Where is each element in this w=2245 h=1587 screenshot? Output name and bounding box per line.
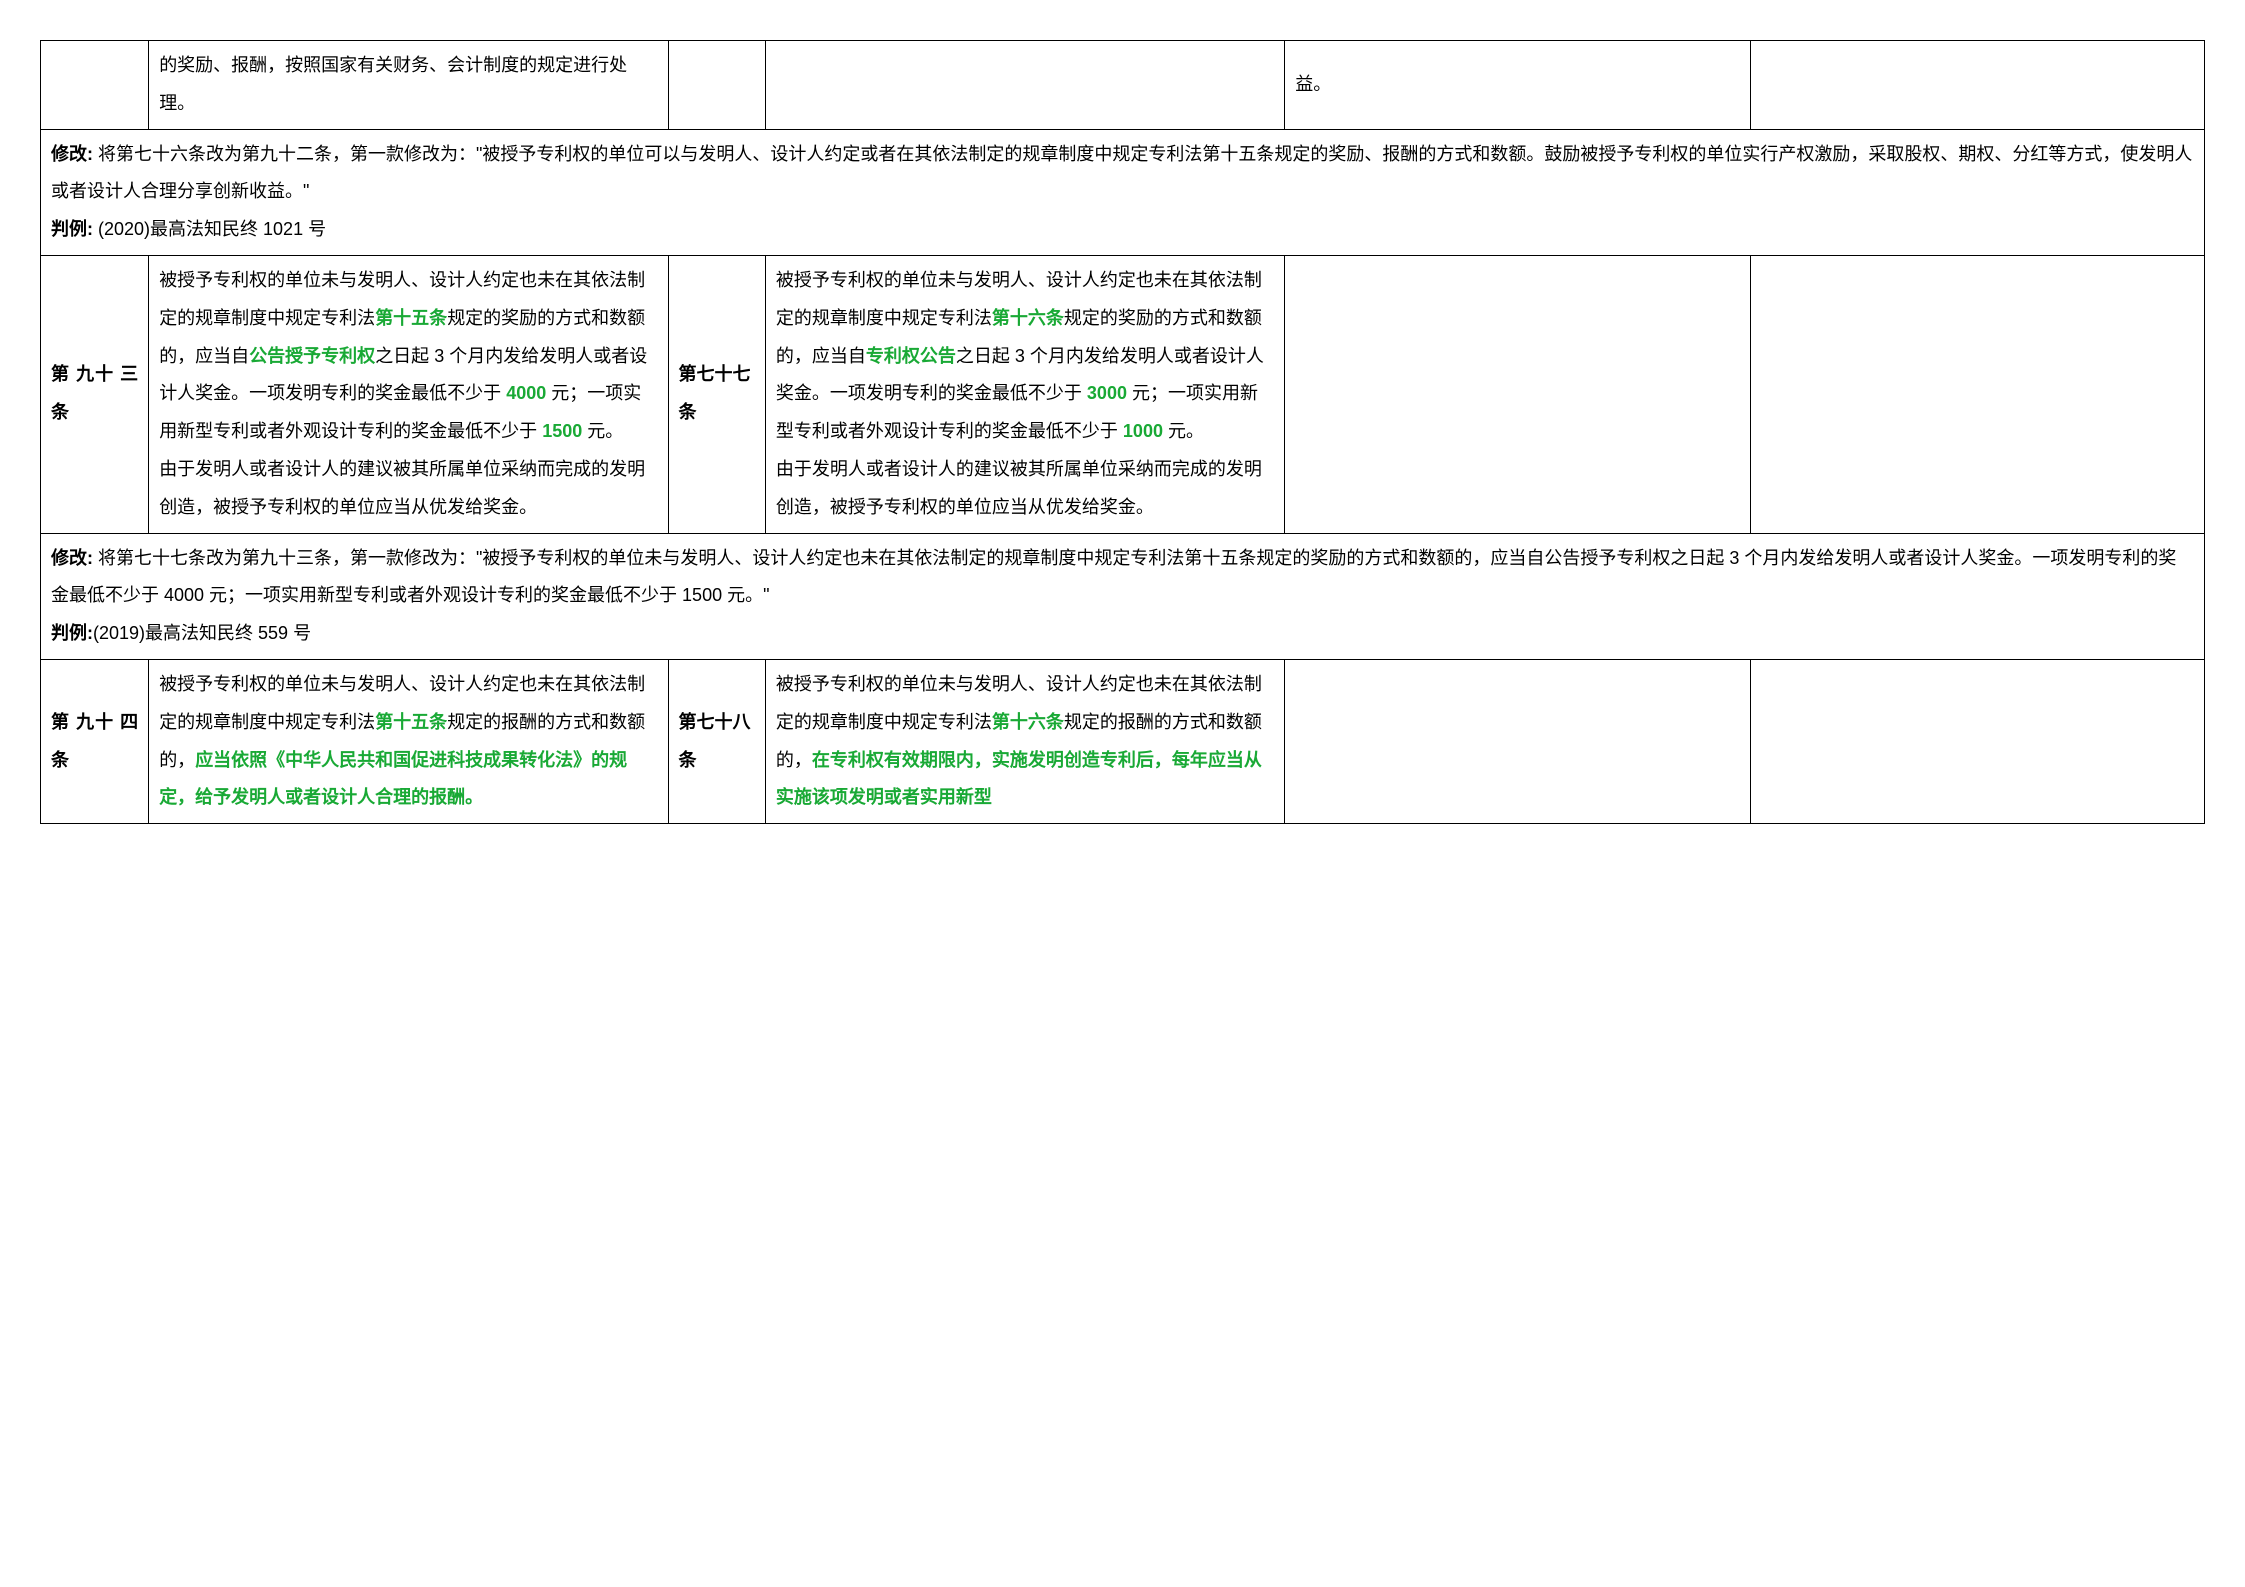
table-row-note: 修改: 将第七十六条改为第九十二条，第一款修改为："被授予专利权的单位可以与发明… [41,129,2205,255]
highlight: 4000 [506,383,546,403]
modification-line: 修改: 将第七十七条改为第九十三条，第一款修改为："被授予专利权的单位未与发明人… [51,540,2194,616]
table-row: 第 九十 四条 被授予专利权的单位未与发明人、设计人约定也未在其依法制定的规章制… [41,659,2205,823]
cell-text2 [765,41,1284,130]
highlight: 3000 [1087,383,1127,403]
comparison-table: 的奖励、报酬，按照国家有关财务、会计制度的规定进行处理。 益。 修改: 将第七十… [40,40,2205,824]
article-number: 第 九十 三条 [51,364,138,422]
cell-c6 [1750,255,2204,533]
label-modification: 修改: [51,144,98,164]
paragraph: 由于发明人或者设计人的建议被其所属单位采纳而完成的发明创造，被授予专利权的单位应… [159,451,657,527]
label-modification: 修改: [51,548,98,568]
cell-c5: 益。 [1285,41,1750,130]
paragraph: 益。 [1295,74,1331,94]
article-label-94: 第 九十 四条 [41,659,149,823]
case-line: 判例:(2019)最高法知民终 559 号 [51,615,2194,653]
article-number: 第七十七条 [679,364,751,422]
cell-text1: 的奖励、报酬，按照国家有关财务、会计制度的规定进行处理。 [149,41,668,130]
case-line: 判例: (2020)最高法知民终 1021 号 [51,211,2194,249]
note-cell: 修改: 将第七十七条改为第九十三条，第一款修改为："被授予专利权的单位未与发明人… [41,533,2205,659]
cell-c6 [1750,659,2204,823]
table-row-note: 修改: 将第七十七条改为第九十三条，第一款修改为："被授予专利权的单位未与发明人… [41,533,2205,659]
label-case: 判例: [51,623,93,643]
cell-art2 [668,41,765,130]
case-text: (2020)最高法知民终 1021 号 [98,219,326,239]
highlight: 1000 [1123,421,1163,441]
cell-c5 [1285,659,1750,823]
paragraph: 被授予专利权的单位未与发明人、设计人约定也未在其依法制定的规章制度中规定专利法第… [776,262,1274,451]
highlight: 专利权公告 [866,346,956,366]
highlight: 公告授予专利权 [249,346,375,366]
highlight: 第十六条 [992,712,1064,732]
highlight: 第十五条 [375,308,447,328]
paragraph: 由于发明人或者设计人的建议被其所属单位采纳而完成的发明创造，被授予专利权的单位应… [776,451,1274,527]
article-label-77: 第七十七条 [668,255,765,533]
cell-text2: 被授予专利权的单位未与发明人、设计人约定也未在其依法制定的规章制度中规定专利法第… [765,255,1284,533]
article-number: 第 九十 四条 [51,712,138,770]
highlight: 1500 [542,421,582,441]
label-case: 判例: [51,219,98,239]
note-cell: 修改: 将第七十六条改为第九十二条，第一款修改为："被授予专利权的单位可以与发明… [41,129,2205,255]
cell-text1: 被授予专利权的单位未与发明人、设计人约定也未在其依法制定的规章制度中规定专利法第… [149,659,668,823]
cell-c6 [1750,41,2204,130]
paragraph: 被授予专利权的单位未与发明人、设计人约定也未在其依法制定的规章制度中规定专利法第… [159,262,657,451]
paragraph: 的奖励、报酬，按照国家有关财务、会计制度的规定进行处理。 [159,55,627,113]
paragraph: 被授予专利权的单位未与发明人、设计人约定也未在其依法制定的规章制度中规定专利法第… [159,666,657,817]
modification-line: 修改: 将第七十六条改为第九十二条，第一款修改为："被授予专利权的单位可以与发明… [51,136,2194,212]
article-label-93: 第 九十 三条 [41,255,149,533]
highlight: 应当依照《中华人民共和国促进科技成果转化法》的规定，给予发明人或者设计人合理的报… [159,750,627,808]
table-row: 第 九十 三条 被授予专利权的单位未与发明人、设计人约定也未在其依法制定的规章制… [41,255,2205,533]
table-row: 的奖励、报酬，按照国家有关财务、会计制度的规定进行处理。 益。 [41,41,2205,130]
highlight: 第十五条 [375,712,447,732]
cell-art1 [41,41,149,130]
highlight: 在专利权有效期限内，实施发明创造专利后，每年应当从实施该项发明或者实用新型 [776,750,1262,808]
modification-text: 将第七十六条改为第九十二条，第一款修改为："被授予专利权的单位可以与发明人、设计… [51,144,2192,202]
modification-text: 将第七十七条改为第九十三条，第一款修改为："被授予专利权的单位未与发明人、设计人… [51,548,2176,606]
cell-text1: 被授予专利权的单位未与发明人、设计人约定也未在其依法制定的规章制度中规定专利法第… [149,255,668,533]
article-number: 第七十八条 [679,712,751,770]
cell-text2: 被授予专利权的单位未与发明人、设计人约定也未在其依法制定的规章制度中规定专利法第… [765,659,1284,823]
cell-c5 [1285,255,1750,533]
highlight: 第十六条 [992,308,1064,328]
case-text: (2019)最高法知民终 559 号 [93,623,311,643]
paragraph: 被授予专利权的单位未与发明人、设计人约定也未在其依法制定的规章制度中规定专利法第… [776,666,1274,817]
article-label-78: 第七十八条 [668,659,765,823]
